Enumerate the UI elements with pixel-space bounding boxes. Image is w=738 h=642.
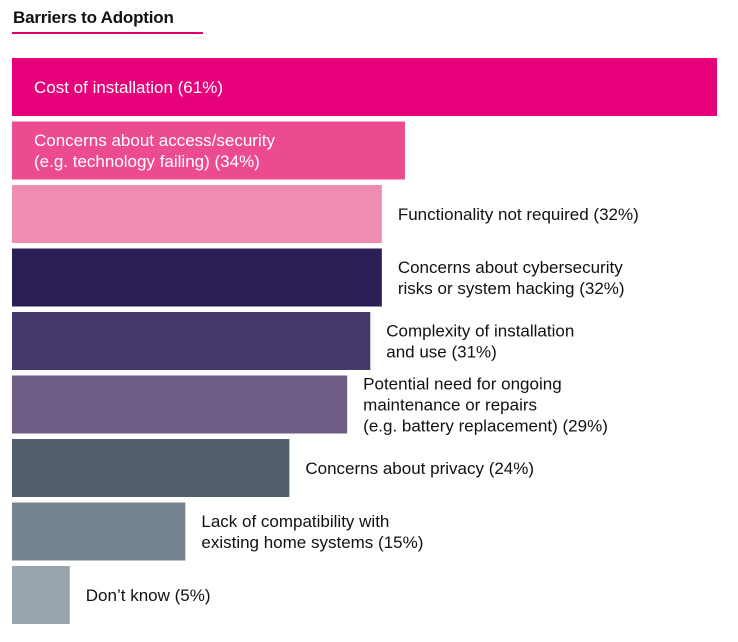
bar-label-4-line-1: Concerns about cybersecurity: [398, 258, 623, 277]
bar-label-9: Don’t know (5%): [86, 586, 211, 605]
bar-7: [12, 439, 290, 497]
bar-1: [12, 58, 717, 116]
bar-6: [12, 375, 348, 434]
bar-label-8: Lack of compatibility with existing home …: [201, 512, 423, 552]
bar-label-8-line-2: existing home systems (15%): [201, 533, 423, 552]
bar-label-5: Complexity of installation and use (31%): [386, 321, 574, 361]
bar-label-6-line-1: Potential need for ongoing: [363, 374, 562, 393]
bar-label-5-line-2: and use (31%): [386, 342, 497, 361]
bar-4: [12, 248, 382, 307]
bar-label-8-line-1: Lack of compatibility with: [201, 512, 389, 531]
bar-label-2-line-2: (e.g. technology failing) (34%): [34, 152, 260, 171]
bar-2: [12, 121, 405, 180]
bar-label-7: Concerns about privacy (24%): [305, 459, 534, 478]
bar-5: [12, 312, 371, 370]
bar-label-6-line-3: (e.g. battery replacement) (29%): [363, 416, 608, 435]
bar-3: [12, 185, 382, 243]
bar-label-4: Concerns about cybersecurity risks or sys…: [398, 258, 625, 298]
bar-label-3: Functionality not required (32%): [398, 205, 639, 224]
bar-label-3-line-1: Functionality not required (32%): [398, 205, 639, 224]
bar-label-2: Concerns about access/security (e.g. tech…: [34, 131, 275, 171]
chart-title: Barriers to Adoption: [13, 8, 174, 27]
bar-label-2-line-1: Concerns about access/security: [34, 131, 275, 150]
bar-label-9-line-1: Don’t know (5%): [86, 586, 211, 605]
bar-label-6: Potential need for ongoing maintenance or…: [363, 374, 608, 435]
bar-label-4-line-2: risks or system hacking (32%): [398, 279, 625, 298]
bar-label-1-line-1: Cost of installation (61%): [34, 78, 223, 97]
bar-label-1: Cost of installation (61%): [34, 78, 223, 97]
title-underline: [12, 32, 203, 34]
bar-9: [12, 566, 70, 624]
bar-label-7-line-1: Concerns about privacy (24%): [305, 459, 534, 478]
bar-8: [12, 502, 186, 561]
bar-label-6-line-2: maintenance or repairs: [363, 395, 537, 414]
bar-label-5-line-1: Complexity of installation: [386, 321, 574, 340]
